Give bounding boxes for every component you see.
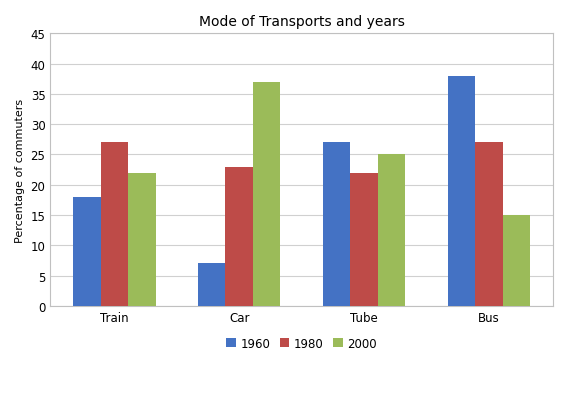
Bar <box>448 77 475 306</box>
Bar <box>350 173 378 306</box>
Bar <box>198 264 225 306</box>
Bar <box>323 143 350 306</box>
Bar <box>73 197 101 306</box>
Bar <box>475 143 503 306</box>
Bar <box>101 143 128 306</box>
Bar <box>225 167 253 306</box>
Bar <box>378 155 406 306</box>
Y-axis label: Percentage of commuters: Percentage of commuters <box>15 98 25 242</box>
Bar <box>503 215 530 306</box>
Title: Mode of Transports and years: Mode of Transports and years <box>199 15 404 29</box>
Bar <box>253 83 281 306</box>
Legend: 1960, 1980, 2000: 1960, 1980, 2000 <box>222 332 382 354</box>
Bar <box>128 173 156 306</box>
